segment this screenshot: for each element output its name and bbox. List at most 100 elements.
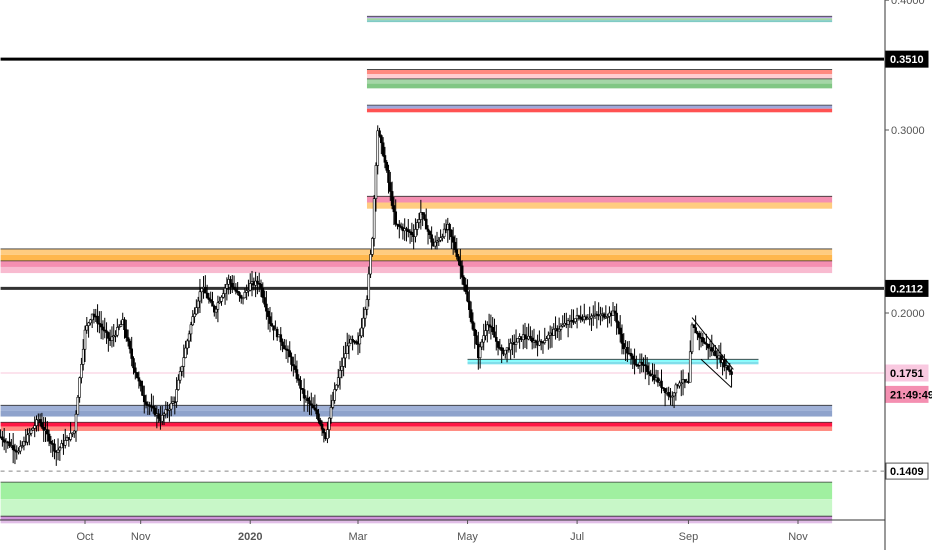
- price-badge-1-label: 0.2112: [890, 283, 923, 295]
- candle: [49, 435, 53, 453]
- candle: [283, 338, 286, 350]
- candle: [292, 356, 295, 377]
- candle: [457, 253, 460, 266]
- candle-body: [372, 198, 376, 239]
- candle-body: [484, 330, 487, 336]
- candle-body: [295, 369, 299, 380]
- candle: [730, 368, 733, 387]
- candle-body: [270, 323, 274, 326]
- candle: [133, 362, 137, 380]
- candle-body: [392, 205, 396, 213]
- candle-body: [405, 228, 408, 230]
- trend-lines-layer: [691, 317, 734, 389]
- candle: [270, 312, 274, 327]
- candle: [466, 279, 469, 303]
- candle-body: [437, 239, 441, 242]
- candle: [227, 274, 230, 295]
- candle: [552, 323, 556, 336]
- candle: [257, 272, 261, 293]
- candle-body: [281, 341, 284, 346]
- candle-body: [672, 392, 676, 397]
- zone-6-band-0: [0, 260, 833, 267]
- candle: [380, 134, 383, 155]
- candle-body: [103, 329, 107, 332]
- candle-body: [326, 429, 329, 439]
- candle: [214, 305, 218, 319]
- candle: [336, 368, 340, 388]
- candle: [225, 277, 229, 301]
- candle: [690, 322, 694, 355]
- price-badge-3: 0.1409: [885, 462, 929, 480]
- candle: [374, 162, 378, 212]
- candle: [103, 317, 107, 339]
- candle-body: [301, 387, 304, 390]
- candle-body: [645, 365, 649, 372]
- countdown-badge-bg: [885, 385, 929, 403]
- candle: [622, 333, 626, 355]
- candle: [342, 345, 345, 377]
- candle-body: [622, 343, 626, 350]
- candle-body: [559, 325, 563, 330]
- candle: [421, 211, 424, 227]
- candle: [193, 307, 196, 323]
- candle: [60, 439, 63, 449]
- candle: [539, 339, 543, 351]
- candle: [653, 363, 656, 385]
- candle-body: [723, 359, 726, 368]
- candle-body: [441, 236, 444, 239]
- candle-body: [130, 348, 133, 359]
- candle: [415, 219, 419, 236]
- candle: [107, 331, 110, 352]
- candle: [1, 430, 4, 447]
- candle-body: [478, 346, 482, 359]
- candle: [406, 218, 410, 238]
- candle: [363, 306, 367, 327]
- candle: [579, 305, 582, 323]
- candle: [38, 413, 42, 427]
- time-axis[interactable]: Oct Nov 2020 Mar May Jul Sep Nov: [0, 519, 885, 543]
- candle-body: [123, 319, 126, 330]
- zone-1-band-0: [366, 69, 833, 75]
- candle-body: [433, 241, 437, 247]
- candle: [160, 405, 164, 425]
- candle: [487, 313, 491, 334]
- candle-body: [78, 377, 81, 398]
- candle: [618, 315, 622, 343]
- candle-body: [110, 336, 114, 341]
- candle-body: [442, 228, 446, 237]
- candle-body: [137, 377, 141, 382]
- candle: [248, 273, 252, 292]
- candle-body: [193, 313, 196, 317]
- candle-body: [340, 366, 344, 371]
- candle: [360, 318, 363, 339]
- candle-body: [220, 296, 223, 302]
- candle: [485, 321, 489, 343]
- candle-body: [223, 287, 227, 294]
- candle-body: [20, 445, 24, 447]
- candle-body: [286, 349, 290, 351]
- candle-body: [317, 413, 320, 421]
- candle: [295, 360, 299, 383]
- candle-body: [58, 447, 62, 451]
- candle-body: [570, 319, 574, 322]
- candle-body: [500, 347, 503, 351]
- candle: [683, 379, 687, 389]
- candle-body: [389, 182, 392, 192]
- candle: [408, 229, 412, 244]
- candle: [110, 326, 114, 348]
- trend-line-0[interactable]: [691, 317, 734, 370]
- price-axis[interactable]: 0.4000 0.3000 0.2000: [884, 0, 925, 550]
- candle: [385, 160, 389, 173]
- trend-line-1[interactable]: [700, 358, 732, 389]
- candle-body: [28, 433, 31, 436]
- candle: [516, 338, 520, 343]
- candle: [471, 312, 475, 331]
- candle: [116, 318, 119, 338]
- candle: [480, 339, 484, 350]
- candle: [554, 316, 557, 340]
- candle: [216, 295, 220, 323]
- countdown-badge: 21:49:49: [885, 385, 932, 403]
- candle: [455, 237, 459, 260]
- candle: [679, 370, 683, 397]
